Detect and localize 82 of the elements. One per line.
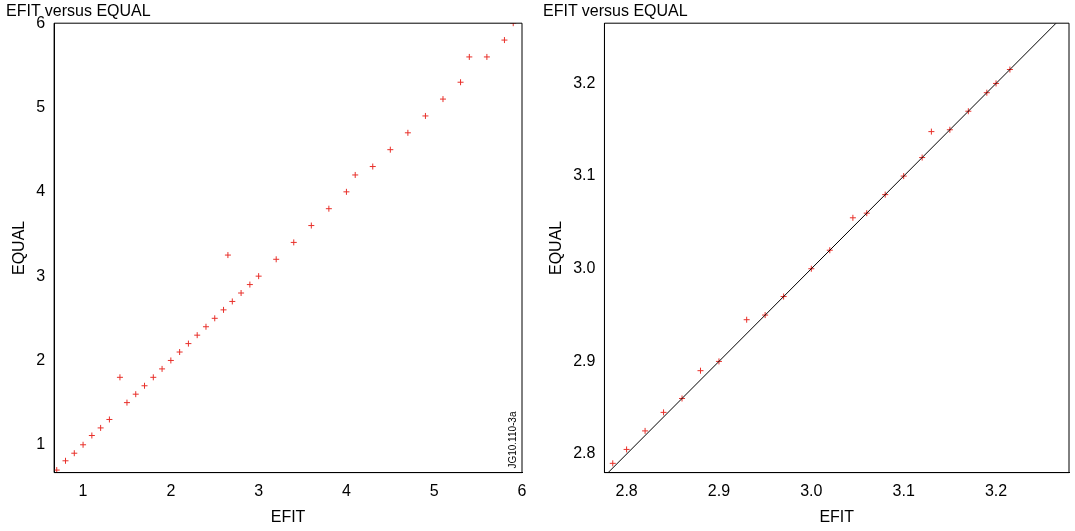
chart-title: EFIT versus EQUAL [543, 2, 688, 20]
point [224, 251, 232, 259]
point [70, 449, 78, 457]
point [211, 314, 219, 322]
point [246, 281, 254, 289]
point [946, 126, 954, 134]
point [500, 36, 508, 44]
x-tick-label: 1 [78, 481, 88, 499]
point [228, 297, 236, 305]
point [79, 441, 87, 449]
point [927, 128, 935, 136]
point [743, 316, 751, 324]
x-axis-title: EFIT [270, 507, 306, 525]
y-tick-label: 2.8 [573, 444, 596, 462]
x-tick-label: 2 [166, 481, 176, 499]
point [609, 459, 617, 467]
x-tick-label: 2.8 [615, 481, 638, 499]
point [678, 394, 686, 402]
point [97, 424, 105, 432]
point [88, 432, 96, 439]
point [369, 163, 377, 171]
y-tick-label: 3.1 [573, 166, 596, 184]
x-tick-label: 3.2 [984, 481, 1008, 499]
point [342, 188, 350, 196]
point [483, 53, 491, 61]
x-tick-label: 3.0 [800, 481, 823, 499]
x-tick-label: 3 [254, 481, 264, 499]
point [457, 78, 465, 86]
y-tick-label: 1 [36, 435, 46, 453]
point [696, 367, 704, 375]
point [220, 306, 228, 314]
y-axis-title: EQUAL [547, 220, 565, 276]
point [272, 255, 280, 263]
point [62, 457, 70, 465]
point [54, 466, 61, 473]
annotation: JG10.110-3a [507, 411, 518, 469]
point [167, 356, 175, 364]
point [176, 348, 184, 356]
y-tick-label: 3 [36, 266, 46, 284]
y-tick-label: 3.0 [573, 259, 596, 277]
point [641, 427, 649, 435]
point [439, 95, 447, 103]
point [465, 53, 473, 61]
point [761, 311, 769, 319]
point [158, 365, 166, 373]
point [149, 373, 157, 381]
point [307, 222, 315, 230]
y-axis-title: EQUAL [10, 220, 28, 276]
x-tick-label: 5 [429, 481, 439, 499]
point [116, 373, 124, 381]
point [202, 323, 210, 331]
point [900, 172, 908, 180]
point [421, 112, 429, 120]
y-tick-label: 5 [36, 97, 46, 115]
point [290, 238, 298, 246]
point [237, 289, 245, 297]
point [184, 340, 192, 348]
point [849, 214, 857, 222]
point [193, 331, 201, 339]
x-tick-label: 3.1 [892, 481, 915, 499]
point [1006, 66, 1014, 74]
x-tick-label: 4 [341, 481, 351, 499]
x-tick-label: 6 [517, 481, 527, 499]
point [105, 415, 113, 423]
point [992, 79, 1000, 87]
point [404, 129, 412, 137]
y-tick-label: 2 [36, 350, 46, 368]
point [715, 357, 723, 365]
point [255, 272, 263, 280]
point [325, 205, 333, 213]
point [123, 399, 131, 407]
point [623, 445, 631, 453]
point [386, 146, 394, 154]
point [660, 408, 668, 416]
x-axis-title: EFIT [819, 507, 855, 525]
point [132, 390, 140, 398]
y-tick-label: 2.9 [573, 351, 596, 369]
y-tick-label: 3.2 [573, 73, 596, 91]
point [141, 382, 149, 390]
point [351, 171, 359, 179]
y-tick-label: 4 [36, 182, 46, 200]
x-tick-label: 2.9 [707, 481, 731, 499]
